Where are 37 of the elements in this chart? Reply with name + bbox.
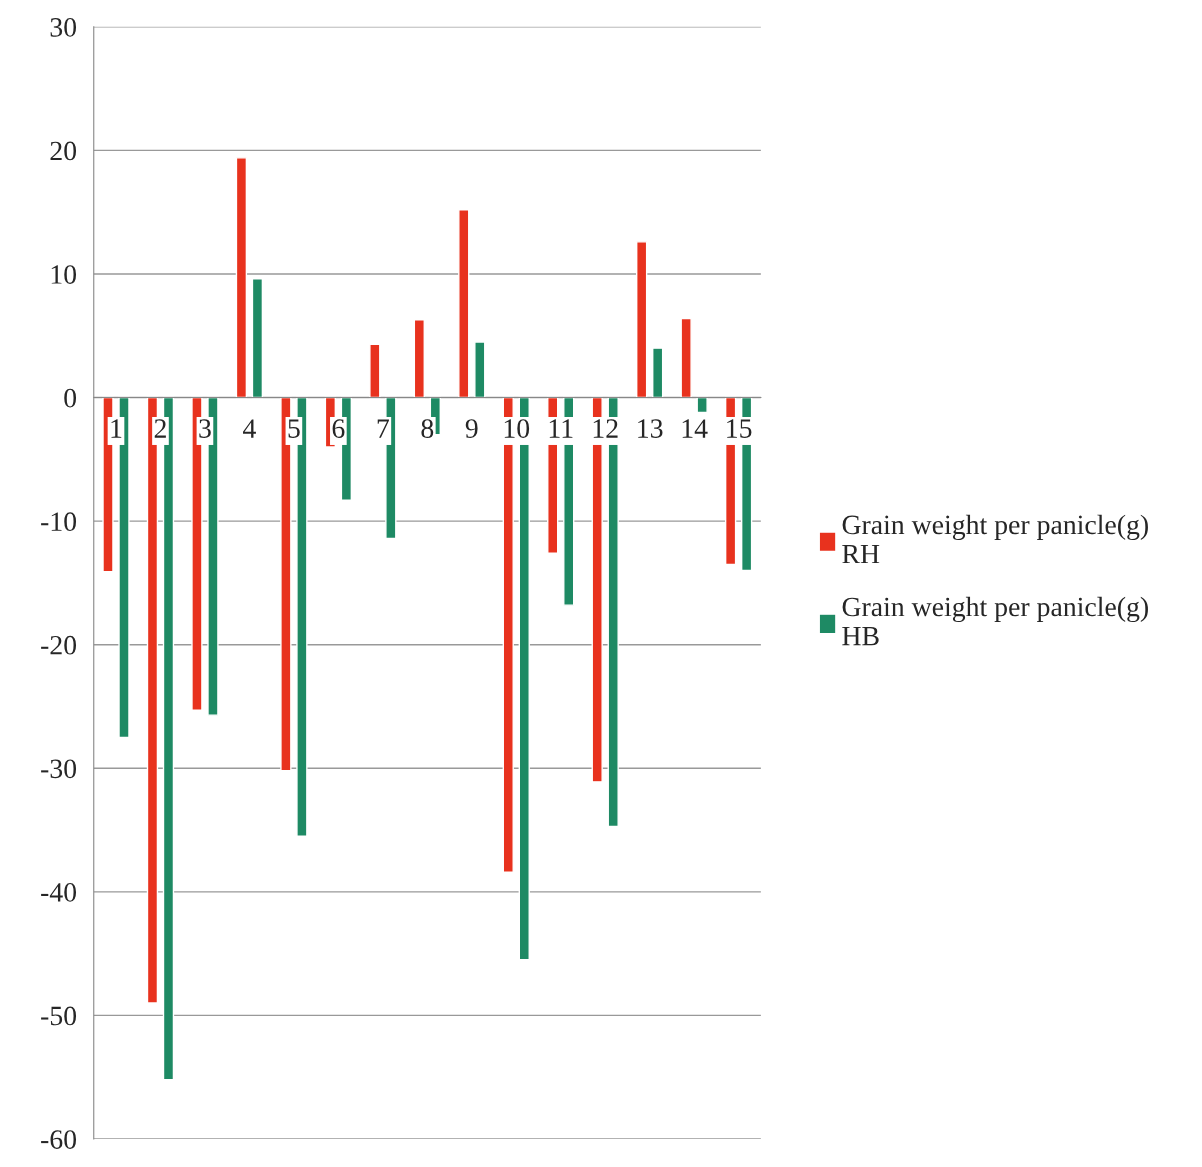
x-tick-label: 3 [199, 419, 211, 438]
bar [680, 317, 692, 399]
y-tick-label: -10 [41, 512, 77, 532]
legend-label: Grain weight per panicle(g) RH [842, 514, 1148, 564]
bar [636, 241, 648, 399]
bar [696, 396, 708, 414]
x-tick-label: 12 [593, 419, 618, 438]
y-tick-label: 10 [51, 265, 77, 284]
y-tick-label: 0 [64, 388, 77, 408]
x-tick-label: 6 [332, 419, 345, 438]
bar [474, 341, 486, 399]
y-tick-label: -30 [41, 759, 77, 779]
x-tick-label: 13 [638, 419, 663, 438]
x-tick-label: 11 [549, 419, 573, 438]
x-tick-label: 4 [243, 419, 256, 438]
x-tick-label: 8 [421, 419, 434, 438]
x-tick-label: 9 [465, 419, 478, 438]
x-tick-label: 10 [504, 419, 530, 438]
x-tick-label: 15 [727, 419, 752, 438]
y-tick-label: -50 [41, 1006, 77, 1026]
x-tick-label: 1 [111, 419, 122, 438]
x-tick-label: 2 [154, 419, 166, 438]
x-tick-label: 14 [682, 419, 708, 438]
bar [413, 319, 425, 399]
legend-label: Grain weight per panicle(g) HB [842, 596, 1148, 646]
bar [369, 343, 381, 399]
y-tick-label: -60 [41, 1130, 77, 1149]
y-tick-label: -20 [41, 635, 77, 655]
x-tick-label: 5 [288, 419, 300, 438]
y-tick-label: 30 [50, 18, 77, 37]
y-tick-label: 20 [50, 141, 77, 161]
x-tick-label: 7 [377, 419, 389, 438]
y-tick-label: -40 [41, 883, 77, 902]
bar [458, 209, 470, 399]
bar [235, 157, 248, 399]
bar [652, 347, 664, 399]
bar [251, 278, 264, 399]
